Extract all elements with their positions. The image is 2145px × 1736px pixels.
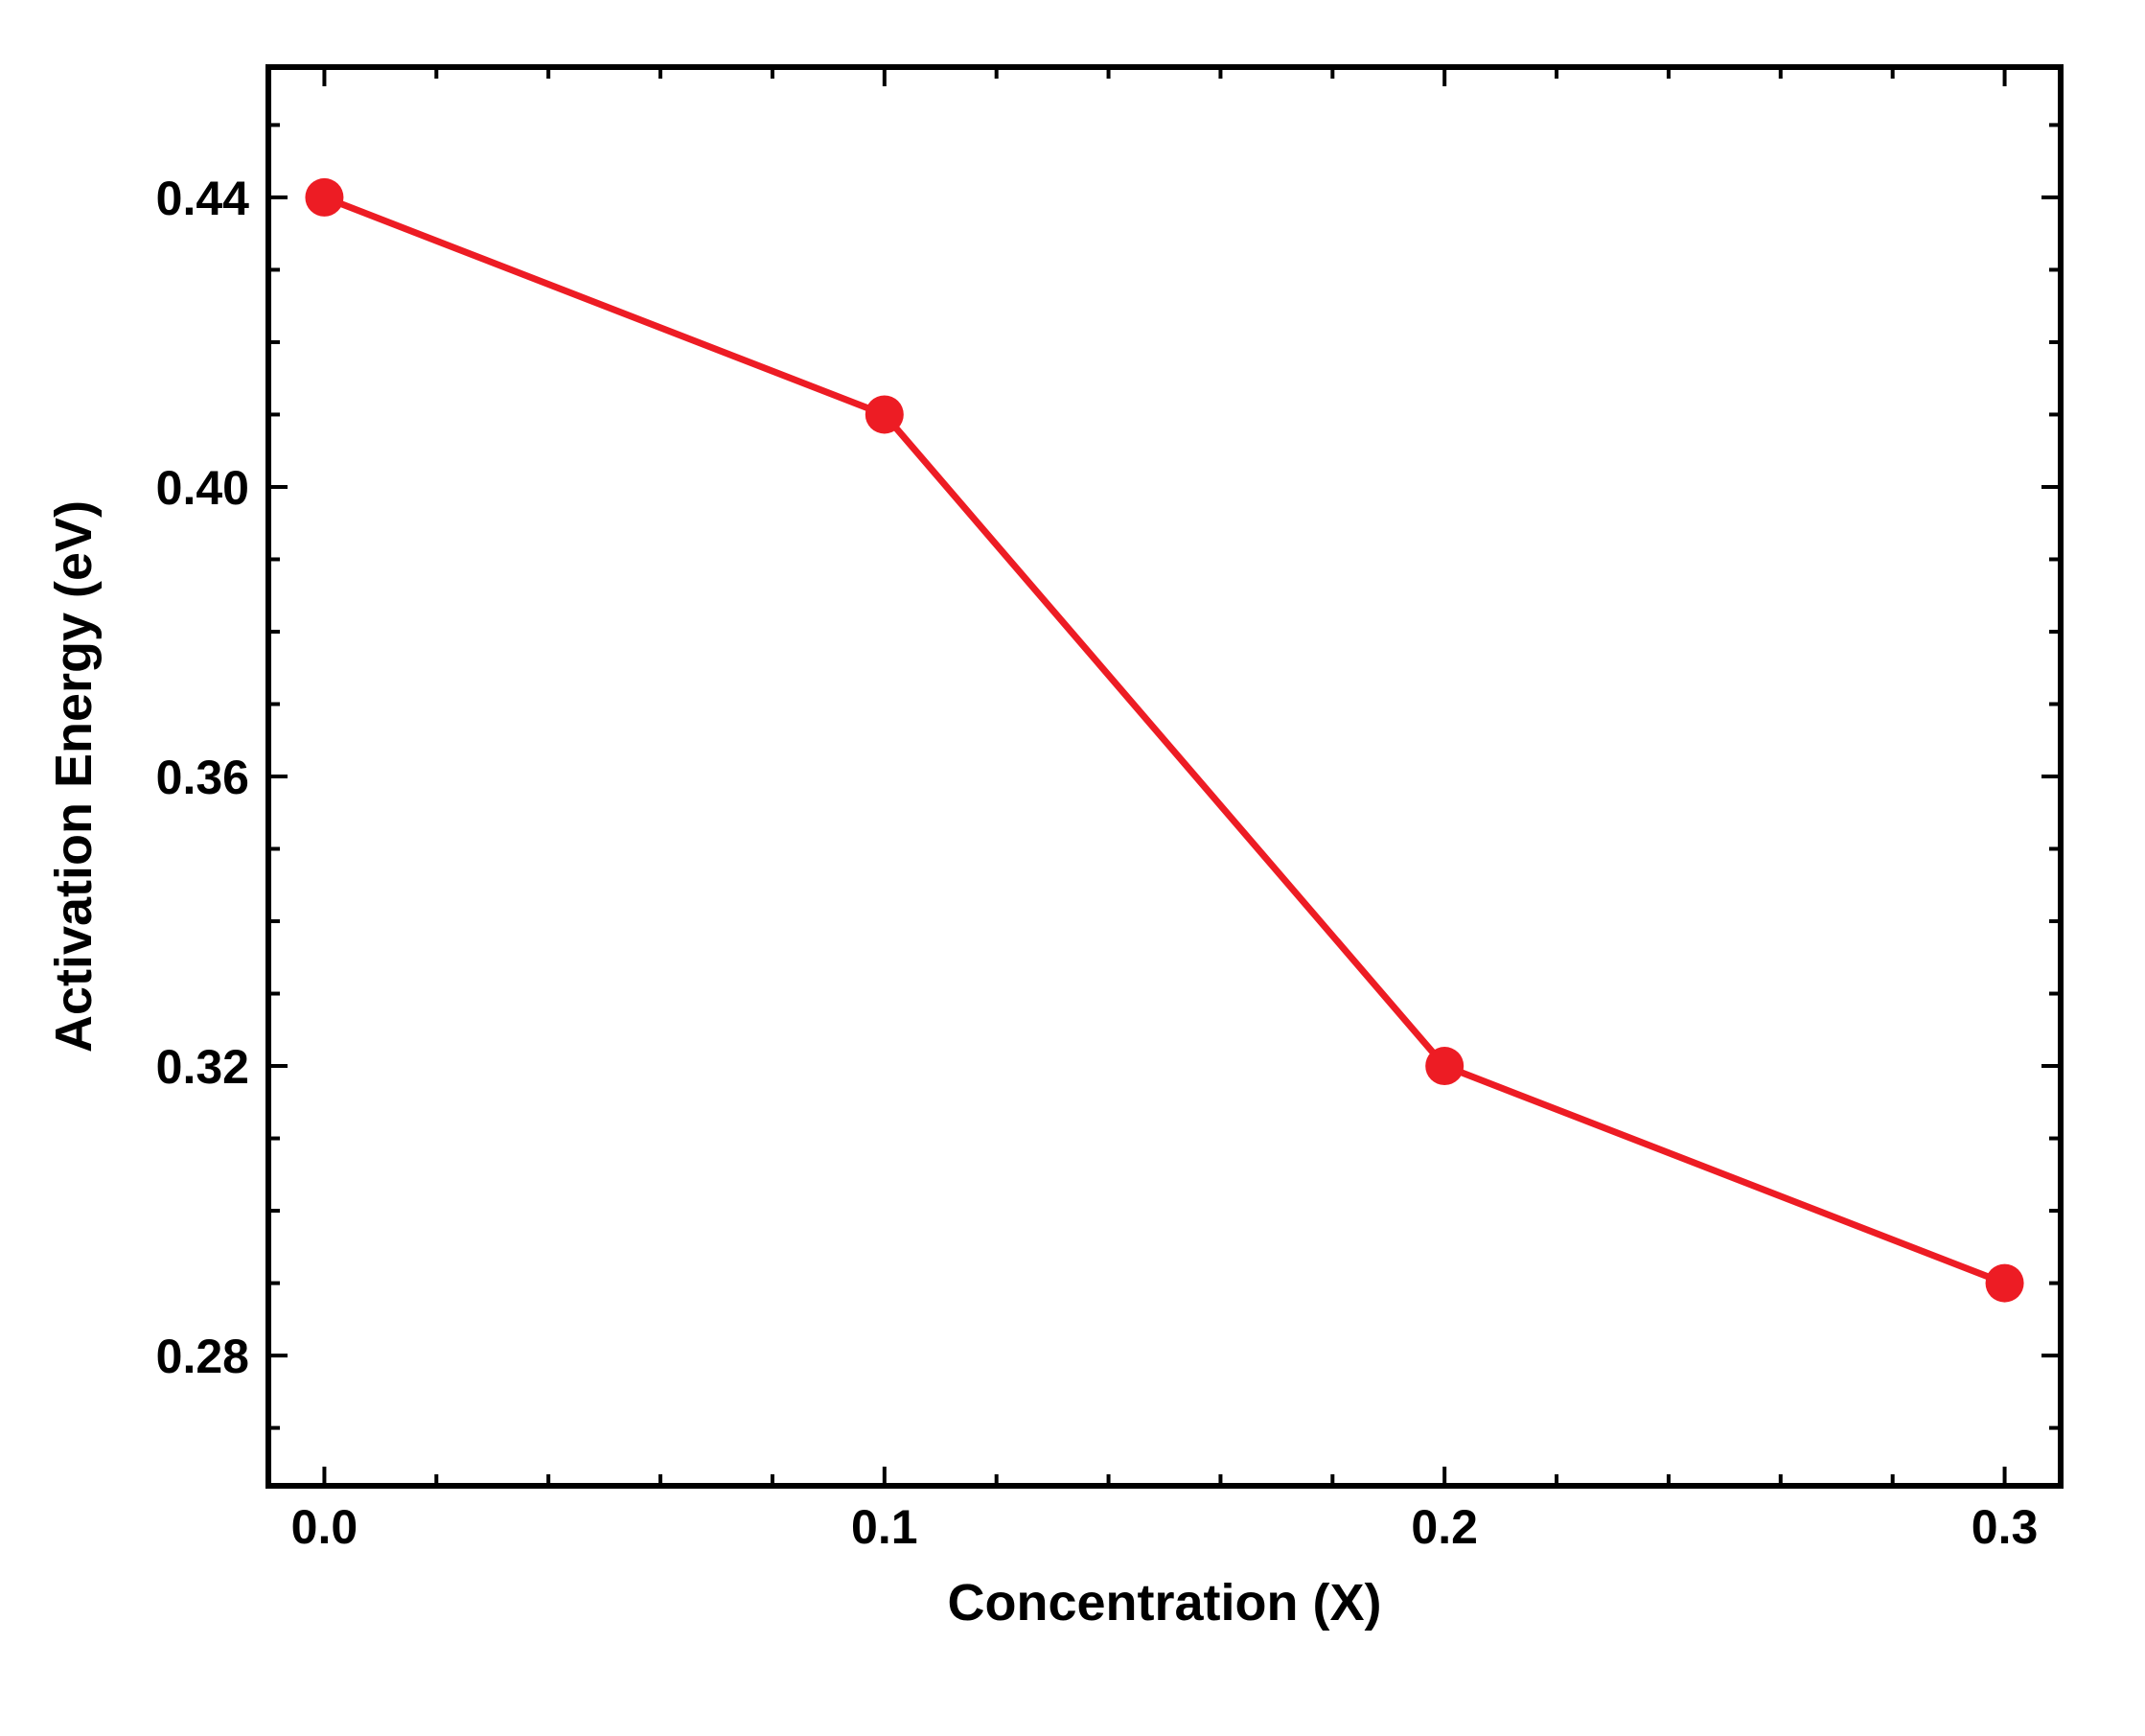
line-chart: 0.0 0.1 0.2 0.3 0.28 0.32 0.36 0.40 0.44 Concentr… [0, 19, 2145, 1717]
y-tick-label: 0.32 [156, 1040, 249, 1094]
data-marker [1425, 1047, 1464, 1085]
y-tick-label: 0.36 [156, 751, 249, 804]
data-marker [865, 395, 904, 433]
y-tick-label: 0.40 [156, 461, 249, 515]
x-tick-label: 0.3 [1972, 1500, 2039, 1554]
chart-container: 0.0 0.1 0.2 0.3 0.28 0.32 0.36 0.40 0.44 Concentr… [0, 19, 2145, 1717]
x-tick-label: 0.1 [851, 1500, 918, 1554]
data-marker [1986, 1264, 2024, 1303]
y-tick-label: 0.28 [156, 1330, 249, 1383]
y-axis-label: Activation Energy (eV) [45, 500, 103, 1053]
x-tick-label: 0.2 [1411, 1500, 1478, 1554]
x-tick-label: 0.0 [291, 1500, 358, 1554]
data-marker [305, 178, 343, 217]
y-tick-label: 0.44 [156, 172, 250, 225]
x-axis-label: Concentration (X) [948, 1574, 1382, 1632]
